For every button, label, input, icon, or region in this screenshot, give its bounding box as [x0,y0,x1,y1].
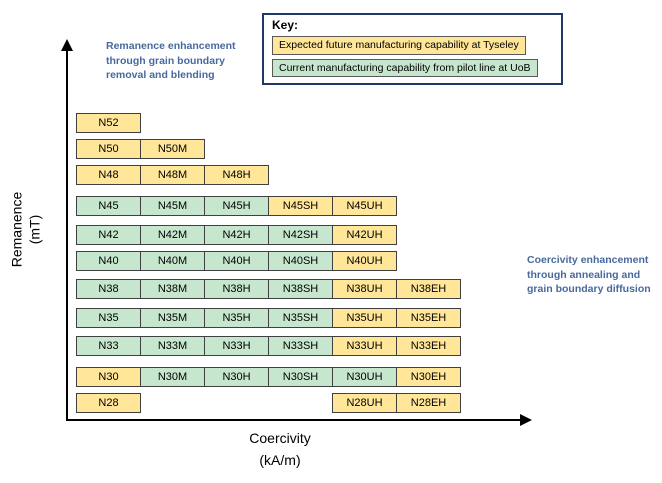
grade-cell-N40M: N40M [140,251,205,271]
legend-entry-current: Current manufacturing capability from pi… [272,58,553,77]
legend-entry-future: Expected future manufacturing capability… [272,35,553,55]
annotation-coercivity-enhancement: Coercivity enhancement through annealing… [527,254,651,296]
grade-cell-N45UH: N45UH [332,196,397,216]
grade-cell-N52: N52 [76,113,141,133]
grade-cell-N35SH: N35SH [268,308,333,328]
grade-cell-N38M: N38M [140,279,205,299]
grade-cell-N35UH: N35UH [332,308,397,328]
legend-title: Key: [272,18,299,32]
grade-cell-N30SH: N30SH [268,367,333,387]
grade-cell-N35: N35 [76,308,141,328]
grade-cell-N40: N40 [76,251,141,271]
grade-cell-N45: N45 [76,196,141,216]
grade-cell-N40UH: N40UH [332,251,397,271]
grade-cell-N45H: N45H [204,196,269,216]
grade-cell-N33H: N33H [204,336,269,356]
grade-cell-N48H: N48H [204,165,269,185]
x-axis-label-line1: Coercivity [249,430,311,446]
grade-cell-N30M: N30M [140,367,205,387]
grade-cell-N42SH: N42SH [268,225,333,245]
grade-cell-N30EH: N30EH [396,367,461,387]
grade-cell-N42UH: N42UH [332,225,397,245]
grade-cell-N50M: N50M [140,139,205,159]
grade-cell-N30: N30 [76,367,141,387]
grade-cell-N45SH: N45SH [268,196,333,216]
y-axis-arrow [61,39,73,51]
grade-cell-N35EH: N35EH [396,308,461,328]
grade-cell-N38UH: N38UH [332,279,397,299]
legend-swatch-future: Expected future manufacturing capability… [272,36,526,55]
grade-cell-N33SH: N33SH [268,336,333,356]
grade-cell-N30H: N30H [204,367,269,387]
grade-cell-N42: N42 [76,225,141,245]
y-axis-label-line1: Remanence [8,191,25,268]
grade-cell-N42M: N42M [140,225,205,245]
grade-cell-N45M: N45M [140,196,205,216]
grade-cell-N48M: N48M [140,165,205,185]
grade-cell-N28UH: N28UH [332,393,397,413]
grade-cell-N38EH: N38EH [396,279,461,299]
grade-cell-N28EH: N28EH [396,393,461,413]
grade-cell-N50: N50 [76,139,141,159]
grade-cell-N33M: N33M [140,336,205,356]
grade-cell-N38SH: N38SH [268,279,333,299]
grade-cell-N35H: N35H [204,308,269,328]
grade-cell-N35M: N35M [140,308,205,328]
x-axis-label: Coercivity (kA/m) [205,428,355,471]
grade-cell-N40SH: N40SH [268,251,333,271]
grade-cell-N33: N33 [76,336,141,356]
x-axis-arrow [520,414,532,426]
y-axis-label: Remanence (mT) [9,160,44,300]
x-axis-label-line2: (kA/m) [259,451,301,468]
annotation-remanence-enhancement: Remanence enhancement through grain boun… [106,40,236,82]
grade-cell-N33UH: N33UH [332,336,397,356]
y-axis-label-line2: (mT) [26,214,42,245]
legend-box: Key: Expected future manufacturing capab… [262,13,563,85]
grade-cell-N38H: N38H [204,279,269,299]
grade-cell-N33EH: N33EH [396,336,461,356]
grade-cell-N40H: N40H [204,251,269,271]
x-axis-line [66,419,521,421]
grade-cell-N28: N28 [76,393,141,413]
grade-cell-N30UH: N30UH [332,367,397,387]
grade-cell-N48: N48 [76,165,141,185]
y-axis-line [66,50,68,421]
grade-cell-N38: N38 [76,279,141,299]
grade-cell-N42H: N42H [204,225,269,245]
legend-swatch-current: Current manufacturing capability from pi… [272,58,538,77]
